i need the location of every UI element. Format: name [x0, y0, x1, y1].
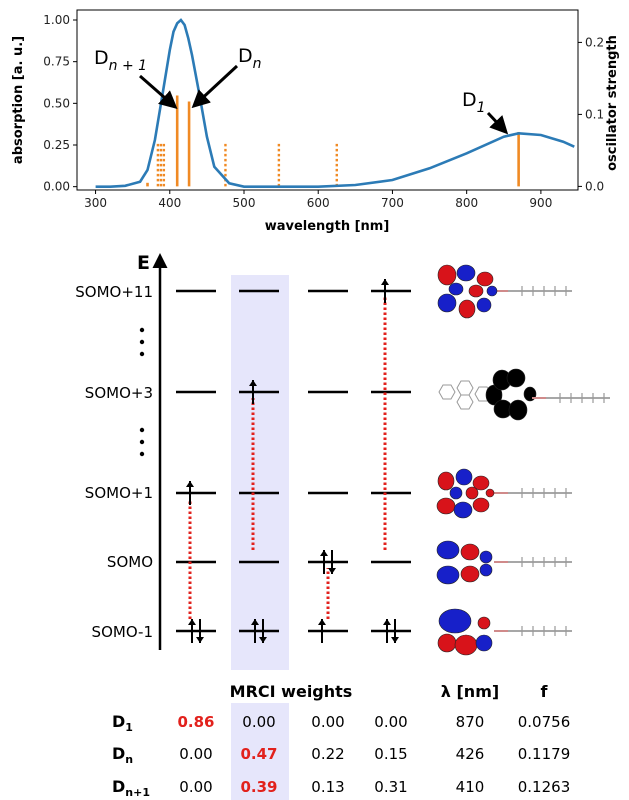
- level-label-somo-plus-1: SOMO+1: [85, 484, 153, 502]
- x-tick-label: 300: [84, 196, 107, 210]
- y2-tick-label: 0.2: [585, 35, 604, 49]
- oscillator-strength-cell: 0.1179: [518, 745, 571, 763]
- spin-arrowhead: [188, 619, 196, 625]
- y-tick-label: 0.50: [43, 96, 70, 110]
- mrci-weight-cell: 0.31: [374, 778, 407, 796]
- spin-arrowhead: [249, 380, 257, 386]
- ellipsis-upper: [139, 327, 145, 357]
- level-label-somo-minus-1: SOMO-1: [92, 623, 153, 641]
- y-axis-title: absorption [a. u.]: [11, 36, 26, 164]
- orbital-images: [436, 264, 610, 656]
- orbital-somo-plus-3: [438, 368, 610, 421]
- annotation-arrow: [139, 74, 178, 109]
- mrci-weight-cell: 0.86: [177, 713, 214, 731]
- mrci-table: MRCI weights λ [nm] f D1 0.86 0.00 0.00 0.00…: [112, 682, 570, 800]
- spin-arrowhead: [186, 481, 194, 487]
- annotation-label: Dn: [238, 45, 262, 72]
- x-tick-label: 400: [158, 196, 181, 210]
- y-tick-label: 0.75: [43, 55, 70, 69]
- table-row-label: Dn: [112, 744, 133, 766]
- lambda-cell: 410: [456, 778, 485, 796]
- orbital-energy-diagram: E SOMO+11 SOMO+3 SOMO+1 SOMO SOMO-1: [75, 252, 610, 670]
- annotation-arrow: [486, 111, 509, 135]
- y2-tick-label: 0.0: [585, 179, 604, 193]
- lambda-header: λ [nm]: [441, 682, 499, 701]
- spin-arrowhead: [251, 619, 259, 625]
- plot-frame: [76, 9, 579, 191]
- orbital-somo-plus-1: [436, 468, 572, 519]
- spin-arrowhead: [328, 568, 336, 574]
- annotation-arrow: [191, 64, 239, 109]
- annotation-label: D1: [462, 89, 486, 116]
- x-axis-title: wavelength [nm]: [265, 219, 390, 234]
- spin-arrowhead: [320, 550, 328, 556]
- mrci-weight-cell: 0.00: [374, 713, 407, 731]
- orbital-somo-minus-1: [437, 608, 572, 656]
- absorption-curve: [95, 18, 575, 188]
- level-label-somo-plus-3: SOMO+3: [85, 384, 153, 402]
- levels-layer: [176, 279, 411, 643]
- table-highlight-column: [231, 703, 289, 800]
- orbital-somo: [436, 540, 572, 585]
- mrci-weight-cell: 0.00: [311, 713, 344, 731]
- absorption-spectrum-chart: 300 400 500 600 700 800 900 0.00 0.25 0.50 0.75 1.0…: [11, 9, 620, 234]
- mrci-weight-cell: 0.13: [311, 778, 344, 796]
- mrci-weight-cell: 0.15: [374, 745, 407, 763]
- y-tick-label: 0.00: [43, 180, 70, 194]
- f-header: f: [541, 682, 549, 701]
- x-tick-label: 700: [381, 196, 404, 210]
- mrci-weight-cell: 0.22: [311, 745, 344, 763]
- x-tick-label: 800: [455, 196, 478, 210]
- ticks-layer: 300 400 500 600 700 800 900 0.00 0.25 0.50 0.75 1.0…: [43, 13, 604, 210]
- mrci-weight-cell: 0.00: [179, 745, 212, 763]
- spin-arrowhead: [259, 637, 267, 643]
- annotation-label: Dn + 1: [94, 47, 147, 74]
- energy-label: E: [137, 252, 150, 274]
- oscillator-sticks: [146, 95, 520, 187]
- y-tick-label: 1.00: [43, 13, 70, 27]
- spin-arrowhead: [318, 619, 326, 625]
- table-row-label: D1: [112, 712, 133, 734]
- spin-arrowhead: [381, 279, 389, 285]
- y-tick-label: 0.25: [43, 138, 70, 152]
- x-tick-label: 900: [529, 196, 552, 210]
- spin-arrowhead: [196, 637, 204, 643]
- orbital-somo-plus-11: [437, 264, 572, 319]
- ellipsis-lower: [139, 427, 145, 457]
- y2-tick-label: 0.1: [585, 107, 604, 121]
- mrci-weight-cell: 0.00: [242, 713, 275, 731]
- level-label-somo: SOMO: [107, 553, 153, 571]
- lambda-cell: 426: [456, 745, 485, 763]
- mrci-header: MRCI weights: [230, 682, 353, 701]
- x-tick-label: 600: [307, 196, 330, 210]
- spin-arrowhead: [391, 637, 399, 643]
- table-rows: D1 0.86 0.00 0.00 0.00 870 0.0756 Dn 0.00 0.47 0.2…: [112, 712, 570, 799]
- highlight-column: [231, 275, 289, 670]
- table-row-label: Dn+1: [112, 777, 150, 799]
- oscillator-strength-cell: 0.1263: [518, 778, 571, 796]
- spin-arrowhead: [383, 619, 391, 625]
- mrci-weight-cell: 0.39: [240, 778, 277, 796]
- oscillator-strength-cell: 0.0756: [518, 713, 571, 731]
- mrci-weight-cell: 0.47: [240, 745, 277, 763]
- lambda-cell: 870: [456, 713, 485, 731]
- y2-axis-title: oscillator strength: [605, 35, 620, 171]
- x-tick-label: 500: [233, 196, 256, 210]
- level-label-somo-plus-11: SOMO+11: [75, 283, 153, 301]
- mrci-weight-cell: 0.00: [179, 778, 212, 796]
- annotations-layer: Dn + 1 Dn D1: [94, 45, 509, 135]
